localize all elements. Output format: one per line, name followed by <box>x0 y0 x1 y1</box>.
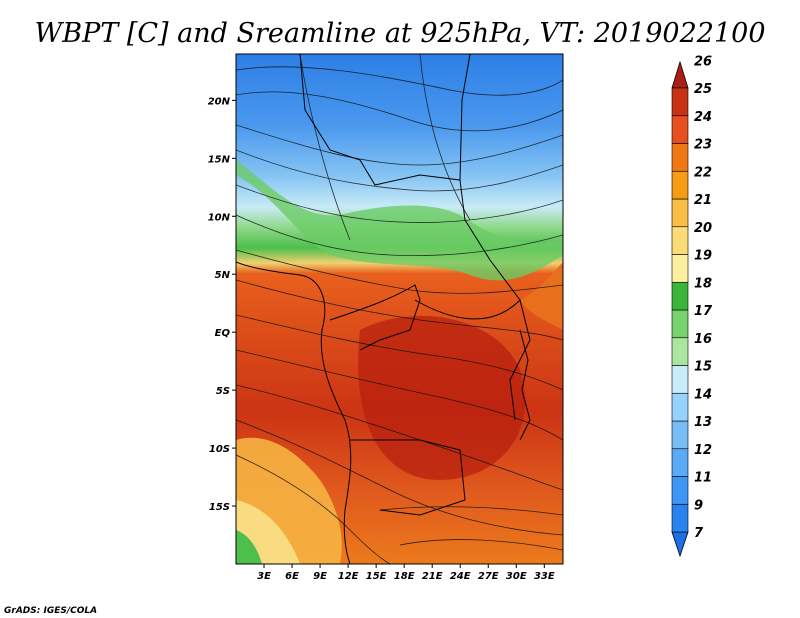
colorbar-label: 11 <box>694 471 712 486</box>
streamline-12 <box>236 419 563 536</box>
x-tick-label: 9E <box>313 571 327 582</box>
colorbar-label: 26 <box>694 54 712 69</box>
colorbar-segment <box>671 281 689 311</box>
border-central-1 <box>329 284 421 351</box>
colorbar: 7 9 11 12 13 14 15 16 17 18 19 20 21 22 23 24 25 26 <box>671 54 713 558</box>
wbpt-green-southwest-patch <box>236 530 262 564</box>
streamline-3 <box>236 124 563 166</box>
colorbar-label: 13 <box>694 415 712 430</box>
colorbar-segment <box>671 503 689 533</box>
colorbar-label: 22 <box>694 165 712 180</box>
streamline-16 <box>299 54 351 241</box>
colorbar-segment <box>671 392 689 422</box>
streamline-6 <box>236 214 563 257</box>
streamline-10 <box>236 349 563 441</box>
colorbar-segment <box>671 337 689 366</box>
x-tick-label: 30E <box>506 571 527 582</box>
colorbar-segment <box>671 170 689 200</box>
x-axis: 3E 6E 9E 12E 15E 18E 21E 24E 27E 30E 33E <box>257 564 555 582</box>
streamlines <box>236 54 563 564</box>
y-tick-label: 15N <box>208 154 231 165</box>
border-north-1 <box>299 54 471 186</box>
colorbar-segment <box>671 476 689 505</box>
wbpt-green-band <box>236 160 563 281</box>
x-tick-label: 12E <box>338 571 359 582</box>
y-tick-label: 15S <box>209 502 230 513</box>
y-tick-label: EQ <box>215 328 231 339</box>
y-tick-label: 5S <box>216 386 230 397</box>
colorbar-label: 17 <box>694 304 713 319</box>
x-tick-label: 21E <box>422 571 443 582</box>
streamline-9 <box>236 314 563 391</box>
colorbar-label: 16 <box>694 332 712 347</box>
colorbar-label: 23 <box>694 138 712 153</box>
y-axis: 20N 15N 10N 5N EQ 5S 10S 15S <box>208 96 236 513</box>
x-tick-label: 6E <box>285 571 299 582</box>
lake-east <box>519 329 531 441</box>
streamline-2 <box>236 91 563 132</box>
x-tick-label: 18E <box>394 571 415 582</box>
country-boundaries <box>236 54 531 564</box>
streamline-15 <box>399 539 563 551</box>
y-tick-label: 10N <box>208 212 231 223</box>
map-plot-area <box>236 54 563 564</box>
colorbar-label: 12 <box>694 443 712 458</box>
colorbar-segment <box>671 420 689 450</box>
credit-label: GrADS: IGES/COLA <box>4 606 97 616</box>
coastline-west <box>236 261 352 564</box>
x-tick-label: 3E <box>257 571 271 582</box>
streamline-14 <box>379 506 563 516</box>
y-tick-label: 5N <box>215 270 231 281</box>
streamline-8 <box>236 279 563 341</box>
colorbar-segment <box>671 309 689 339</box>
map-frame <box>235 53 564 565</box>
border-north-2 <box>459 179 521 301</box>
chart-title: WBPT [C] and Sreamline at 925hPa, VT: 20… <box>35 18 766 49</box>
x-tick-label: 15E <box>366 571 387 582</box>
wbpt-warm-band-east <box>520 262 563 330</box>
x-tick-label: 24E <box>450 571 471 582</box>
colorbar-segment <box>671 143 689 172</box>
colorbar-label: 7 <box>694 526 704 541</box>
colorbar-label: 24 <box>694 110 712 125</box>
streamline-4 <box>236 149 563 192</box>
colorbar-segment <box>671 254 689 283</box>
streamline-17 <box>419 54 471 221</box>
colorbar-extend-min <box>671 531 689 558</box>
streamline-1 <box>236 66 563 96</box>
colorbar-label: 9 <box>694 498 703 513</box>
x-tick-label: 27E <box>478 571 499 582</box>
colorbar-label: 15 <box>694 360 712 375</box>
colorbar-segment <box>671 448 689 477</box>
colorbar-label: 14 <box>694 387 712 402</box>
colorbar-label: 21 <box>694 193 712 208</box>
colorbar-label: 18 <box>694 276 712 291</box>
colorbar-label: 19 <box>694 249 712 264</box>
streamline-13 <box>236 454 391 564</box>
colorbar-segment <box>671 115 689 144</box>
border-south-1 <box>350 439 466 516</box>
colorbar-extend-max <box>671 60 689 89</box>
streamline-7 <box>236 249 563 294</box>
border-central-2 <box>414 299 531 421</box>
colorbar-label: 25 <box>694 82 712 97</box>
colorbar-label: 20 <box>694 221 712 236</box>
colorbar-segment <box>671 365 689 394</box>
colorbar-segment <box>671 198 689 228</box>
y-tick-label: 10S <box>209 444 230 455</box>
colorbar-segment <box>671 226 689 255</box>
colorbar-segment <box>671 87 689 117</box>
y-tick-label: 20N <box>208 96 231 107</box>
streamline-5 <box>236 184 563 223</box>
x-tick-label: 33E <box>534 571 555 582</box>
